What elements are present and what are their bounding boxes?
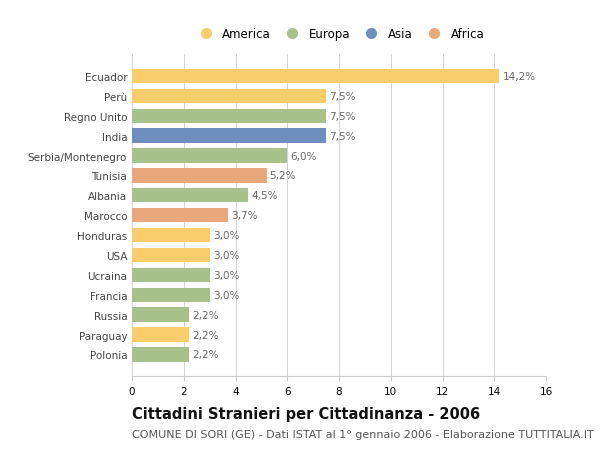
Text: 3,0%: 3,0% xyxy=(213,290,239,300)
Bar xyxy=(132,90,326,104)
Bar xyxy=(132,347,189,362)
Bar xyxy=(132,189,248,203)
Bar xyxy=(132,169,266,183)
Bar xyxy=(132,149,287,163)
Text: 14,2%: 14,2% xyxy=(503,72,536,82)
Bar xyxy=(132,70,499,84)
Text: 2,2%: 2,2% xyxy=(192,350,218,359)
Legend: America, Europa, Asia, Africa: America, Europa, Asia, Africa xyxy=(191,26,487,43)
Bar xyxy=(132,288,209,302)
Text: 3,0%: 3,0% xyxy=(213,230,239,241)
Bar xyxy=(132,109,326,123)
Bar xyxy=(132,308,189,322)
Text: 4,5%: 4,5% xyxy=(251,191,278,201)
Text: COMUNE DI SORI (GE) - Dati ISTAT al 1° gennaio 2006 - Elaborazione TUTTITALIA.IT: COMUNE DI SORI (GE) - Dati ISTAT al 1° g… xyxy=(132,429,594,439)
Text: 3,7%: 3,7% xyxy=(231,211,257,221)
Text: 6,0%: 6,0% xyxy=(290,151,317,161)
Bar xyxy=(132,129,326,144)
Text: 7,5%: 7,5% xyxy=(329,131,356,141)
Bar xyxy=(132,328,189,342)
Text: 3,0%: 3,0% xyxy=(213,270,239,280)
Bar xyxy=(132,229,209,243)
Bar xyxy=(132,268,209,282)
Text: 7,5%: 7,5% xyxy=(329,112,356,122)
Text: 7,5%: 7,5% xyxy=(329,92,356,101)
Text: 2,2%: 2,2% xyxy=(192,330,218,340)
Bar xyxy=(132,248,209,263)
Text: Cittadini Stranieri per Cittadinanza - 2006: Cittadini Stranieri per Cittadinanza - 2… xyxy=(132,406,480,421)
Text: 3,0%: 3,0% xyxy=(213,251,239,260)
Text: 2,2%: 2,2% xyxy=(192,310,218,320)
Bar xyxy=(132,208,228,223)
Text: 5,2%: 5,2% xyxy=(269,171,296,181)
